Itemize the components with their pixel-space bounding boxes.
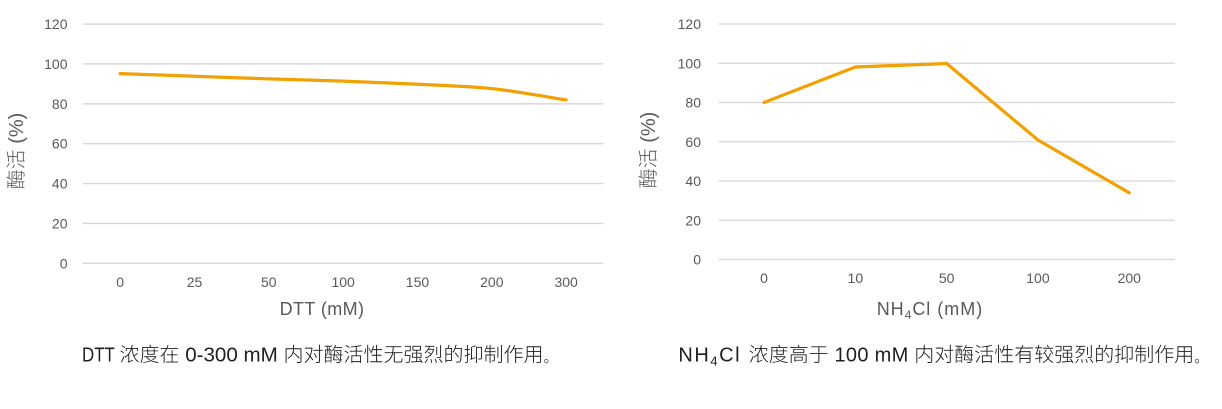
svg-text:20: 20 <box>685 212 701 228</box>
svg-text:DTT (mM): DTT (mM) <box>280 299 365 319</box>
svg-text:300: 300 <box>554 274 578 290</box>
svg-text:60: 60 <box>685 134 701 150</box>
svg-text:NH4Cl: NH4Cl <box>678 345 748 369</box>
svg-text:0: 0 <box>60 255 68 271</box>
svg-text:60: 60 <box>52 136 68 152</box>
svg-text:20: 20 <box>52 215 68 231</box>
svg-text:80: 80 <box>52 96 68 112</box>
svg-text:120: 120 <box>678 16 702 32</box>
svg-text:200: 200 <box>480 274 504 290</box>
svg-text:40: 40 <box>52 176 68 192</box>
svg-text:200: 200 <box>1118 270 1142 286</box>
svg-text:150: 150 <box>406 274 430 290</box>
svg-text:50: 50 <box>261 274 277 290</box>
svg-text:80: 80 <box>685 95 701 111</box>
svg-text:(%): (%) <box>6 113 28 150</box>
svg-text:50: 50 <box>939 270 955 286</box>
svg-text:100: 100 <box>44 56 68 72</box>
svg-text:0: 0 <box>760 270 768 286</box>
svg-text:100: 100 <box>331 274 355 290</box>
svg-text:(%): (%) <box>638 112 660 149</box>
svg-text:40: 40 <box>685 173 701 189</box>
svg-text:DTT: DTT <box>82 345 120 367</box>
svg-text:100 mM: 100 mM <box>829 345 915 367</box>
svg-text:100: 100 <box>1026 270 1050 286</box>
svg-text:10: 10 <box>848 270 864 286</box>
svg-text:120: 120 <box>44 16 68 32</box>
svg-text:0: 0 <box>693 252 701 268</box>
svg-text:25: 25 <box>187 274 203 290</box>
svg-text:100: 100 <box>678 55 702 71</box>
svg-text:0: 0 <box>116 274 124 290</box>
svg-text:NH4Cl (mM): NH4Cl (mM) <box>877 299 984 322</box>
svg-text:0-300 mM: 0-300 mM <box>180 345 284 367</box>
